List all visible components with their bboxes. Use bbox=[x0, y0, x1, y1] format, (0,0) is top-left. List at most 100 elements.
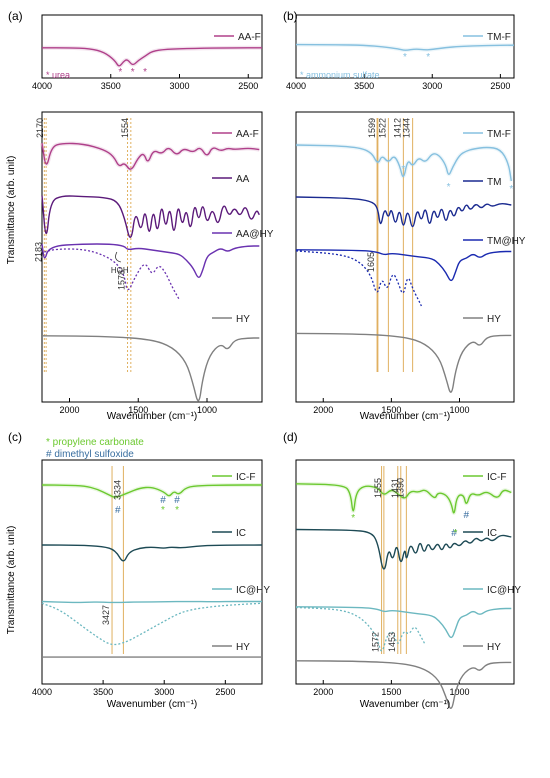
marker-b-top-1: * bbox=[426, 52, 430, 63]
spectrum-b-bottom-4 bbox=[295, 332, 512, 393]
x-axis-title-c: Wavenumber (cm⁻¹) bbox=[107, 699, 197, 710]
marker-b-bottom-1: * bbox=[447, 182, 451, 193]
annotation-a-bottom-0: HOH bbox=[111, 266, 129, 275]
peak-label-a-bottom-3: 1578 bbox=[117, 270, 127, 290]
peak-label-a-bottom-0: 2170 bbox=[35, 118, 45, 138]
marker-d-1: # bbox=[451, 528, 457, 539]
x-tick-label-b-top-1: 3500 bbox=[354, 81, 374, 91]
spectrum-a-bottom-1 bbox=[41, 195, 260, 238]
peak-label-d-2: 1390 bbox=[395, 478, 405, 498]
x-tick-label-a-top-3: 2500 bbox=[238, 81, 258, 91]
legend-label-d-2: IC@HY bbox=[487, 585, 521, 596]
spectrum-band-c bbox=[41, 483, 262, 500]
spectrum-d-3 bbox=[295, 606, 426, 652]
marker-d-2: * bbox=[453, 528, 457, 539]
peak-label-b-bottom-2: 1412 bbox=[392, 118, 402, 138]
marker-a-top-2: * bbox=[143, 67, 147, 78]
spectrum-a-bottom-4 bbox=[41, 335, 260, 402]
peak-label-a-bottom-1: 1554 bbox=[120, 118, 130, 138]
plot-frame-d bbox=[295, 459, 515, 685]
spectrum-b-bottom-3 bbox=[295, 250, 422, 307]
peak-label-c-1: 3427 bbox=[101, 605, 111, 625]
y-axis-title-a: Transmittance (arb. unit) bbox=[6, 156, 17, 265]
x-tick-label-d-1: 1500 bbox=[381, 687, 401, 697]
x-tick-label-a-bottom-0: 2000 bbox=[59, 405, 79, 415]
spectrum-b-bottom-2 bbox=[295, 249, 512, 282]
legend-label-c-2: IC@HY bbox=[236, 585, 270, 596]
peak-label-b-bottom-0: 1599 bbox=[367, 118, 377, 138]
note-c-0: * propylene carbonate bbox=[46, 437, 144, 448]
peak-label-b-bottom-3: 1344 bbox=[402, 118, 412, 138]
marker-c-1: # bbox=[160, 495, 166, 506]
panel-label-b-top: (b) bbox=[283, 9, 298, 23]
legend-label-d-1: IC bbox=[487, 528, 497, 539]
x-tick-label-a-top-1: 3500 bbox=[101, 81, 121, 91]
x-tick-label-b-top-2: 3000 bbox=[422, 81, 442, 91]
x-tick-label-d-0: 2000 bbox=[313, 687, 333, 697]
spectrum-a-bottom-2 bbox=[41, 243, 260, 278]
peak-label-d-3: 1572 bbox=[371, 632, 381, 652]
spectrum-c-3 bbox=[41, 602, 263, 646]
x-tick-label-a-top-0: 4000 bbox=[32, 81, 52, 91]
spectrum-a-bottom-0 bbox=[41, 142, 260, 170]
legend-label-a-bottom-2: AA@HY bbox=[236, 229, 274, 240]
x-tick-label-a-bottom-2: 1000 bbox=[197, 405, 217, 415]
legend-label-b-top-0: TM-F bbox=[487, 32, 511, 43]
x-tick-label-c-3: 2500 bbox=[215, 687, 235, 697]
marker-b-top-0: * bbox=[403, 52, 407, 63]
panel-label-a-top: (a) bbox=[8, 9, 23, 23]
legend-label-a-bottom-1: AA bbox=[236, 174, 250, 185]
peak-label-b-bottom-1: 1522 bbox=[377, 118, 387, 138]
x-tick-label-d-2: 1000 bbox=[449, 687, 469, 697]
legend-label-a-bottom-0: AA-F bbox=[236, 129, 259, 140]
x-axis-title-a: Wavenumber (cm⁻¹) bbox=[107, 411, 197, 422]
legend-label-d-4: HY bbox=[487, 642, 501, 653]
annotation-arrow-a-bottom-0 bbox=[115, 251, 121, 263]
x-tick-label-a-top-2: 3000 bbox=[169, 81, 189, 91]
legend-label-d-0: IC-F bbox=[487, 472, 506, 483]
spectrum-c-0 bbox=[41, 484, 262, 498]
legend-label-c-0: IC-F bbox=[236, 472, 255, 483]
legend-label-a-top-0: AA-F bbox=[238, 32, 261, 43]
spectrum-band-a-top bbox=[42, 45, 262, 68]
marker-b-bottom-2: * bbox=[509, 184, 513, 195]
marker-c-3: # bbox=[174, 495, 180, 506]
panel-label-c: (c) bbox=[8, 430, 22, 444]
marker-d-0: * bbox=[351, 513, 355, 524]
legend-label-b-bottom-4: HY bbox=[487, 314, 501, 325]
marker-a-top-1: * bbox=[131, 67, 135, 78]
peak-label-d-1: 1431 bbox=[390, 478, 400, 498]
x-tick-label-b-top-3: 2500 bbox=[490, 81, 510, 91]
plot-frame-c bbox=[41, 459, 263, 685]
marker-c-2: * bbox=[161, 505, 165, 516]
peak-label-b-bottom-4: 1605 bbox=[366, 252, 376, 272]
spectrum-b-bottom-1 bbox=[295, 196, 512, 228]
marker-c-4: * bbox=[175, 505, 179, 516]
peak-label-d-4: 1453 bbox=[387, 632, 397, 652]
spectrum-band-b-top bbox=[295, 42, 515, 53]
legend-label-a-bottom-4: HY bbox=[236, 314, 250, 325]
peak-label-a-bottom-2: 2183 bbox=[33, 242, 43, 262]
y-axis-title-c: Transmittance (arb. unit) bbox=[6, 526, 17, 635]
note-a-top: * urea bbox=[46, 70, 70, 80]
spectrum-d-4 bbox=[295, 660, 512, 709]
panel-label-d: (d) bbox=[283, 430, 298, 444]
legend-label-b-bottom-2: TM@HY bbox=[487, 236, 526, 247]
plot-frame-b-bottom bbox=[295, 111, 515, 403]
x-tick-label-a-bottom-1: 1500 bbox=[128, 405, 148, 415]
legend-label-c-4: HY bbox=[236, 642, 250, 653]
x-tick-label-b-bottom-0: 2000 bbox=[313, 405, 333, 415]
spectrum-band-a-bottom bbox=[40, 141, 260, 172]
spectrum-b-top-0 bbox=[295, 43, 515, 51]
spectrum-d-0 bbox=[295, 483, 512, 514]
spectrum-d-1 bbox=[295, 528, 512, 570]
peak-label-d-0: 1555 bbox=[373, 478, 383, 498]
spectrum-c-2 bbox=[41, 600, 262, 604]
plot-frame-b-top bbox=[295, 14, 515, 79]
spectrum-band-d bbox=[295, 481, 513, 515]
legend-label-c-1: IC bbox=[236, 528, 246, 539]
marker-b-bottom-0: * bbox=[401, 164, 405, 175]
legend-label-b-bottom-1: TM bbox=[487, 177, 501, 188]
x-tick-label-c-2: 3000 bbox=[154, 687, 174, 697]
